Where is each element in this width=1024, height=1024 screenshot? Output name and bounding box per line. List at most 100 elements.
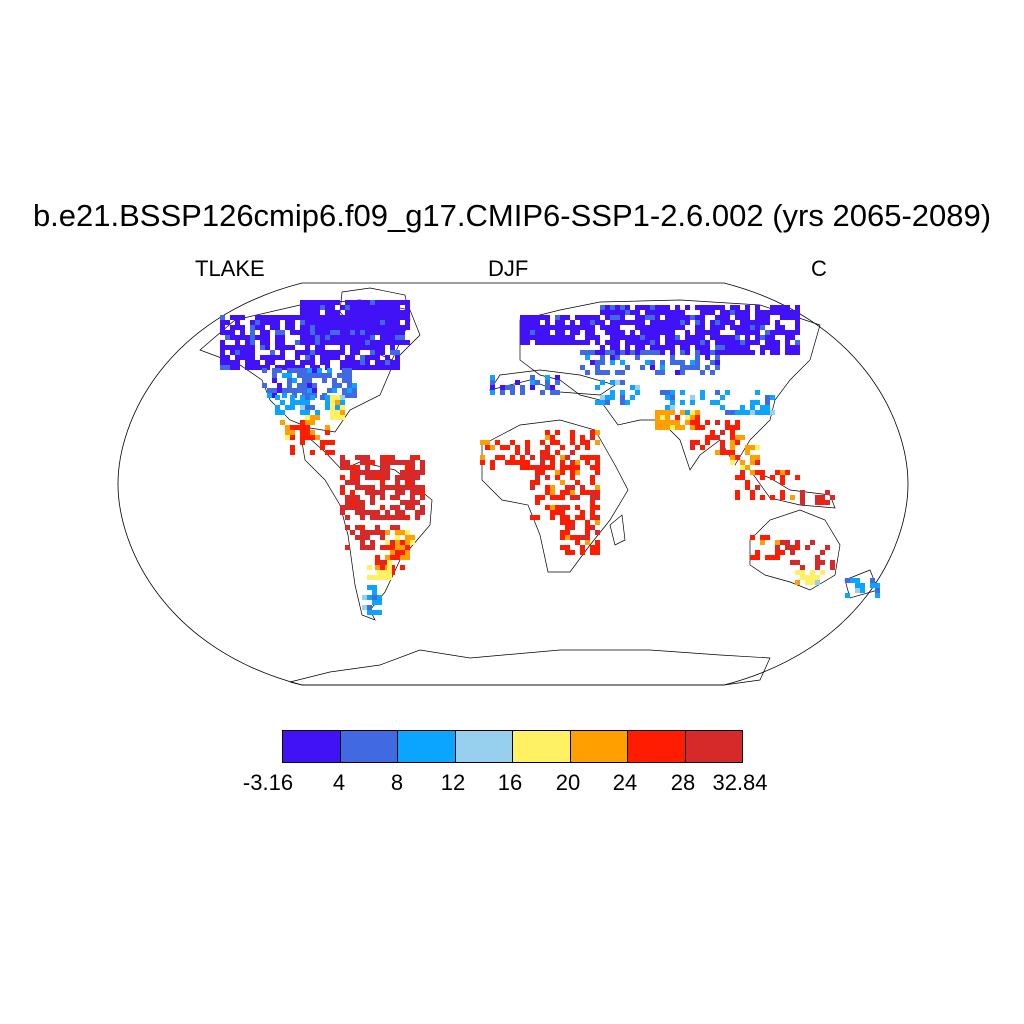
grid-cell (750, 330, 755, 335)
grid-cell (620, 315, 625, 320)
grid-cell (795, 330, 800, 335)
grid-cell (325, 450, 330, 455)
grid-cell (225, 330, 230, 335)
grid-cell (785, 335, 790, 340)
grid-cell (330, 340, 335, 345)
grid-cell (670, 345, 675, 350)
grid-cell (620, 370, 625, 375)
grid-cell (535, 335, 540, 340)
grid-cell (760, 310, 765, 315)
grid-cell (700, 330, 705, 335)
grid-cell (285, 315, 290, 320)
grid-cell (680, 340, 685, 345)
grid-cell (330, 320, 335, 325)
grid-cell (690, 420, 695, 425)
grid-cell (715, 450, 720, 455)
grid-cell (395, 535, 400, 540)
grid-cell (395, 475, 400, 480)
grid-cell (785, 540, 790, 545)
grid-cell (410, 475, 415, 480)
grid-cell (640, 350, 645, 355)
grid-cell (660, 325, 665, 330)
grid-cell (400, 510, 405, 515)
grid-cell (620, 380, 625, 385)
grid-cell (775, 340, 780, 345)
grid-cell (555, 510, 560, 515)
grid-cell (265, 330, 270, 335)
grid-cell (765, 330, 770, 335)
grid-cell (725, 335, 730, 340)
grid-cell (525, 320, 530, 325)
grid-cell (600, 370, 605, 375)
grid-cell (545, 320, 550, 325)
grid-cell (640, 330, 645, 335)
grid-cell (335, 310, 340, 315)
grid-cell (720, 325, 725, 330)
grid-cell (765, 395, 770, 400)
grid-cell (680, 325, 685, 330)
grid-cell (360, 330, 365, 335)
grid-cell (815, 495, 820, 500)
grid-cell (570, 550, 575, 555)
grid-cell (680, 400, 685, 405)
grid-cell (240, 335, 245, 340)
grid-cell (520, 335, 525, 340)
grid-cell (755, 305, 760, 310)
grid-cell (605, 400, 610, 405)
grid-cell (580, 440, 585, 445)
grid-cell (575, 325, 580, 330)
grid-cell (390, 460, 395, 465)
grid-cell (585, 460, 590, 465)
grid-cell (490, 460, 495, 465)
grid-cell (585, 340, 590, 345)
grid-cell (280, 340, 285, 345)
grid-cell (405, 480, 410, 485)
colorbar-label: 20 (555, 770, 581, 795)
season-label: DJF (488, 256, 529, 281)
grid-cell (595, 315, 600, 320)
grid-cell (590, 550, 595, 555)
grid-cell (305, 345, 310, 350)
grid-cell (800, 490, 805, 495)
grid-cell (367, 595, 372, 600)
grid-cell (675, 360, 680, 365)
grid-cell (555, 320, 560, 325)
grid-cell (400, 330, 405, 335)
grid-cell (655, 305, 660, 310)
grid-cell (387, 570, 392, 575)
grid-cell (550, 495, 555, 500)
grid-cell (420, 485, 425, 490)
grid-cell (755, 330, 760, 335)
grid-cell (260, 340, 265, 345)
grid-cell (635, 350, 640, 355)
grid-cell (655, 410, 660, 415)
grid-cell (665, 305, 670, 310)
grid-cell (670, 340, 675, 345)
grid-cell (705, 305, 710, 310)
grid-cell (220, 350, 225, 355)
grid-cell (550, 390, 555, 395)
grid-cell (500, 385, 505, 390)
grid-cell (735, 455, 740, 460)
grid-cell (400, 540, 405, 545)
grid-cell (750, 445, 755, 450)
grid-cell (340, 340, 345, 345)
grid-cell (335, 340, 340, 345)
grid-cell (350, 320, 355, 325)
grid-cell (550, 455, 555, 460)
grid-cell (595, 365, 600, 370)
grid-cell (325, 305, 330, 310)
grid-cell (750, 410, 755, 415)
grid-cell (335, 320, 340, 325)
grid-cell (790, 345, 795, 350)
grid-cell (302, 368, 307, 373)
grid-cell (735, 335, 740, 340)
grid-cell (315, 310, 320, 315)
grid-cell (375, 305, 380, 310)
grid-cell (660, 425, 665, 430)
grid-cell (345, 315, 350, 320)
grid-cell (275, 335, 280, 340)
grid-cell (645, 315, 650, 320)
grid-cell (660, 350, 665, 355)
grid-cell (355, 510, 360, 515)
